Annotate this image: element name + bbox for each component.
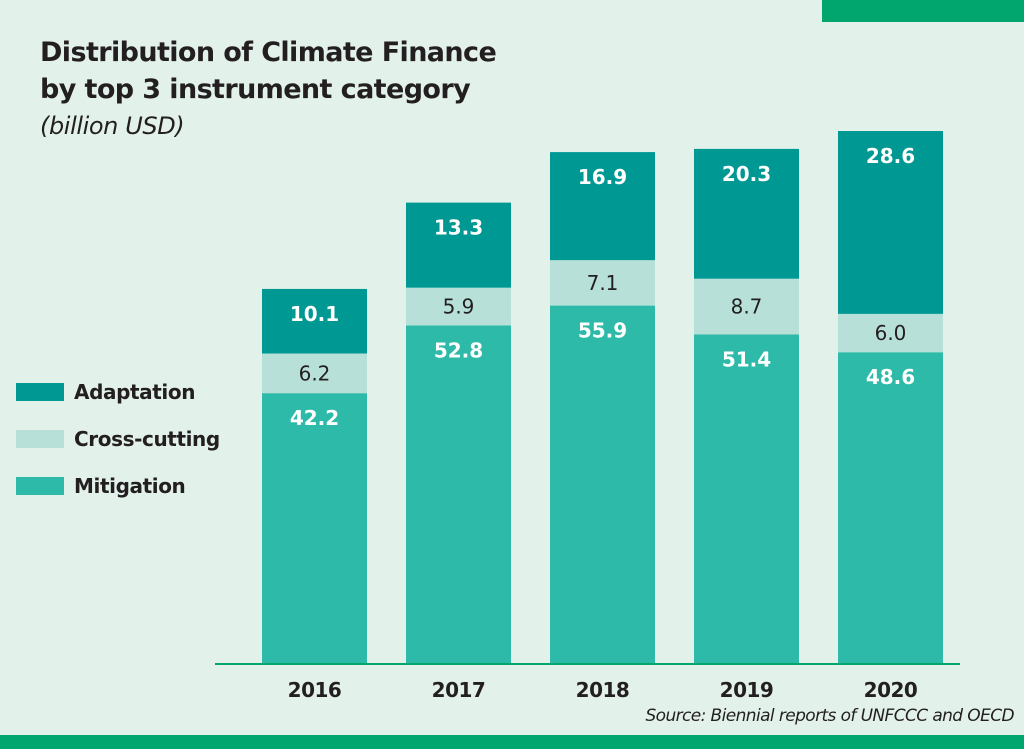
bar-adaptation-2017 xyxy=(406,202,511,288)
data-label-cross-cutting-2020: 6.0 xyxy=(875,321,907,345)
bar-adaptation-2016 xyxy=(262,288,367,354)
data-label-mitigation-2017: 52.8 xyxy=(434,338,483,362)
bar-stack-2018: 55.9 7.1 16.9 xyxy=(550,152,655,663)
bar-cross-cutting-2018 xyxy=(550,260,655,306)
bar-mitigation-2019 xyxy=(694,334,799,663)
legend-swatch-adaptation xyxy=(16,382,64,401)
x-tick-label-2019: 2019 xyxy=(720,678,774,702)
legend-swatch-mitigation xyxy=(16,476,64,495)
bottom-accent-bar xyxy=(0,735,1024,749)
x-tick-label-2017: 2017 xyxy=(432,678,486,702)
bar-mitigation-2016 xyxy=(262,393,367,663)
data-label-cross-cutting-2019: 8.7 xyxy=(731,295,763,319)
bar-stack-2020: 48.6 6.0 28.6 xyxy=(838,131,943,663)
chart-subtitle: (billion USD) xyxy=(40,112,185,140)
legend-label-cross-cutting: Cross-cutting xyxy=(74,426,220,451)
bar-mitigation-2017 xyxy=(406,325,511,663)
data-label-adaptation-2019: 20.3 xyxy=(722,162,771,186)
x-tick-label-2020: 2020 xyxy=(864,678,918,702)
title-line-1: Distribution of Climate Finance xyxy=(40,37,497,68)
data-label-adaptation-2016: 10.1 xyxy=(290,302,339,326)
legend-item-adaptation: Adaptation xyxy=(16,368,220,415)
data-label-adaptation-2020: 28.6 xyxy=(866,144,915,168)
legend: Adaptation Cross-cutting Mitigation xyxy=(16,368,220,509)
bar-cross-cutting-2017 xyxy=(406,287,511,326)
bar-adaptation-2018 xyxy=(550,152,655,261)
bar-cross-cutting-2019 xyxy=(694,278,799,335)
bar-mitigation-2020 xyxy=(838,352,943,663)
data-label-cross-cutting-2017: 5.9 xyxy=(443,295,475,319)
bar-cross-cutting-2016 xyxy=(262,353,367,394)
data-label-mitigation-2016: 42.2 xyxy=(290,406,339,430)
bar-stack-2019: 51.4 8.7 20.3 xyxy=(694,148,799,663)
data-label-cross-cutting-2016: 6.2 xyxy=(299,361,331,385)
source-note: Source: Biennial reports of UNFCCC and O… xyxy=(645,706,1014,726)
data-label-adaptation-2017: 13.3 xyxy=(434,216,483,240)
bar-adaptation-2019 xyxy=(694,148,799,279)
legend-label-mitigation: Mitigation xyxy=(74,473,186,498)
legend-swatch-cross-cutting xyxy=(16,429,64,448)
bar-cross-cutting-2020 xyxy=(838,313,943,353)
legend-item-mitigation: Mitigation xyxy=(16,462,220,509)
bar-adaptation-2020 xyxy=(838,131,943,314)
title-line-2: by top 3 instrument category xyxy=(40,74,471,105)
bar-mitigation-2018 xyxy=(550,305,655,663)
legend-item-cross-cutting: Cross-cutting xyxy=(16,415,220,462)
data-label-mitigation-2019: 51.4 xyxy=(722,347,771,371)
data-label-mitigation-2018: 55.9 xyxy=(578,319,627,343)
data-label-cross-cutting-2018: 7.1 xyxy=(587,271,619,295)
legend-label-adaptation: Adaptation xyxy=(74,379,196,404)
bar-stack-2016: 42.2 6.2 10.1 xyxy=(262,288,367,663)
x-tick-label-2016: 2016 xyxy=(288,678,342,702)
top-accent-bar xyxy=(822,0,1024,22)
x-tick-label-2018: 2018 xyxy=(576,678,630,702)
data-label-mitigation-2020: 48.6 xyxy=(866,365,915,389)
bar-stack-2017: 52.8 5.9 13.3 xyxy=(406,202,511,663)
data-label-adaptation-2018: 16.9 xyxy=(578,165,627,189)
chart-title: Distribution of Climate Finance by top 3… xyxy=(40,34,497,108)
